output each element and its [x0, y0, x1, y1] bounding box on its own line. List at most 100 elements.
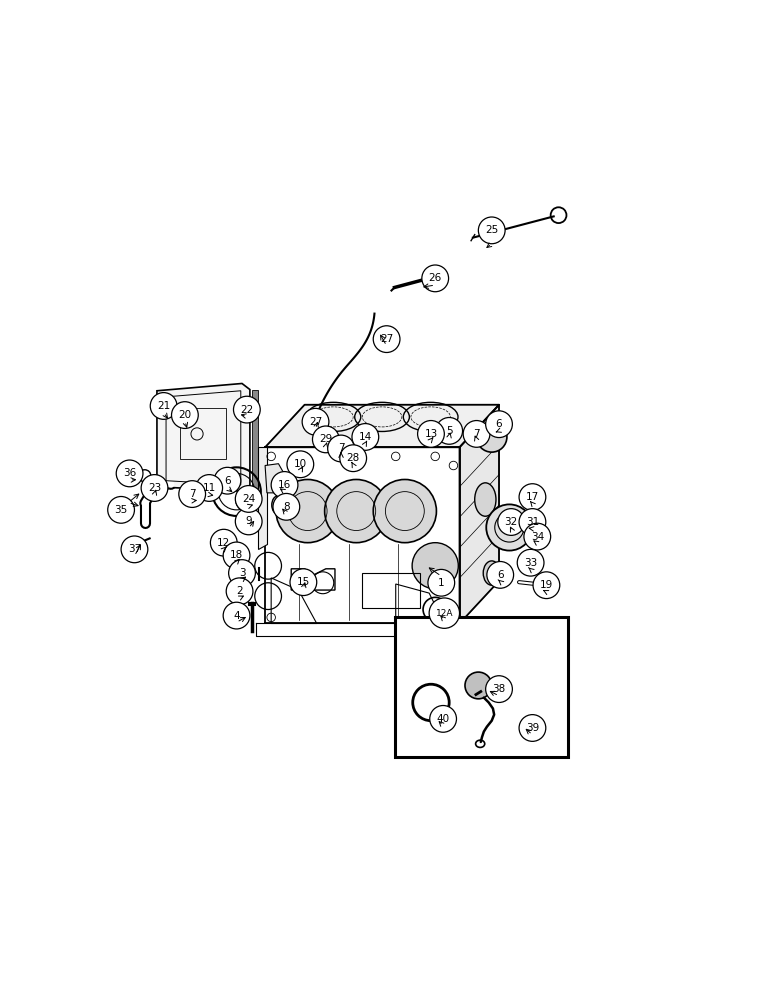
Circle shape	[487, 562, 514, 588]
Circle shape	[519, 484, 546, 510]
Circle shape	[141, 475, 168, 501]
Circle shape	[287, 451, 314, 478]
Circle shape	[276, 479, 339, 543]
Polygon shape	[157, 383, 250, 492]
Bar	[252, 390, 258, 492]
Circle shape	[107, 496, 135, 523]
Text: 6: 6	[495, 419, 503, 429]
Text: 40: 40	[437, 714, 450, 724]
Text: 2: 2	[236, 586, 243, 596]
Text: 33: 33	[524, 558, 537, 568]
Circle shape	[412, 543, 459, 589]
Circle shape	[418, 421, 445, 447]
Text: 15: 15	[296, 577, 310, 587]
Circle shape	[290, 569, 317, 596]
Circle shape	[339, 445, 367, 472]
Text: 29: 29	[319, 434, 332, 444]
Text: 38: 38	[492, 684, 506, 694]
Circle shape	[196, 475, 223, 501]
Circle shape	[519, 509, 546, 535]
Text: 25: 25	[485, 225, 499, 235]
Polygon shape	[265, 464, 286, 493]
Bar	[362, 573, 420, 608]
Text: 22: 22	[240, 405, 253, 415]
Circle shape	[422, 265, 448, 292]
Circle shape	[223, 542, 250, 569]
Polygon shape	[459, 405, 499, 623]
Circle shape	[463, 421, 490, 447]
Circle shape	[373, 326, 400, 352]
Text: 9: 9	[245, 516, 252, 526]
Circle shape	[313, 426, 339, 453]
Circle shape	[517, 549, 544, 576]
Text: 3: 3	[238, 568, 245, 578]
Circle shape	[429, 598, 459, 628]
Polygon shape	[258, 447, 267, 549]
Text: 19: 19	[539, 580, 553, 590]
Circle shape	[533, 572, 560, 599]
Circle shape	[235, 486, 262, 512]
Text: 36: 36	[123, 468, 136, 478]
Text: 12A: 12A	[436, 609, 453, 618]
Text: 23: 23	[148, 483, 162, 493]
Circle shape	[223, 602, 250, 629]
Text: 27: 27	[380, 334, 394, 344]
Text: 7: 7	[338, 443, 344, 453]
Text: 7: 7	[474, 429, 480, 439]
Circle shape	[352, 424, 379, 450]
Circle shape	[486, 504, 532, 551]
Circle shape	[214, 467, 241, 494]
Text: 32: 32	[505, 517, 517, 527]
Text: 11: 11	[202, 483, 216, 493]
Text: 21: 21	[157, 401, 170, 411]
Text: 8: 8	[283, 502, 289, 512]
Text: 37: 37	[128, 544, 141, 554]
Text: 27: 27	[309, 417, 322, 427]
Text: 7: 7	[189, 489, 195, 499]
Circle shape	[179, 481, 205, 507]
Text: 35: 35	[114, 505, 128, 515]
Circle shape	[485, 411, 513, 438]
Circle shape	[498, 509, 524, 535]
Text: 31: 31	[526, 517, 539, 527]
Text: 6: 6	[224, 476, 230, 486]
Bar	[394, 617, 568, 757]
Circle shape	[477, 422, 507, 452]
Circle shape	[465, 672, 492, 699]
Circle shape	[519, 715, 546, 741]
Circle shape	[373, 479, 437, 543]
Circle shape	[172, 402, 198, 428]
Text: 12: 12	[217, 538, 230, 548]
Circle shape	[273, 493, 299, 520]
Text: 39: 39	[526, 723, 539, 733]
Ellipse shape	[483, 561, 500, 585]
Circle shape	[271, 472, 298, 498]
Circle shape	[436, 418, 463, 444]
Circle shape	[485, 676, 513, 702]
Polygon shape	[265, 405, 499, 447]
Text: 16: 16	[278, 480, 291, 490]
Circle shape	[229, 560, 256, 586]
Circle shape	[328, 435, 354, 462]
Circle shape	[428, 569, 455, 596]
Text: 34: 34	[531, 532, 544, 542]
Circle shape	[478, 217, 505, 244]
Text: 14: 14	[359, 432, 372, 442]
Text: 10: 10	[294, 459, 307, 469]
Circle shape	[227, 578, 253, 605]
Text: 24: 24	[242, 494, 256, 504]
Text: 18: 18	[230, 550, 243, 560]
Circle shape	[302, 408, 329, 435]
Text: 5: 5	[446, 426, 452, 436]
Circle shape	[121, 536, 148, 563]
Text: 17: 17	[526, 492, 539, 502]
Text: 28: 28	[347, 453, 360, 463]
Ellipse shape	[272, 496, 284, 514]
Circle shape	[524, 523, 550, 550]
Text: 13: 13	[424, 429, 437, 439]
Circle shape	[235, 508, 262, 535]
Circle shape	[325, 479, 388, 543]
Text: 4: 4	[233, 611, 240, 621]
Text: 1: 1	[438, 578, 445, 588]
Text: 20: 20	[178, 410, 191, 420]
